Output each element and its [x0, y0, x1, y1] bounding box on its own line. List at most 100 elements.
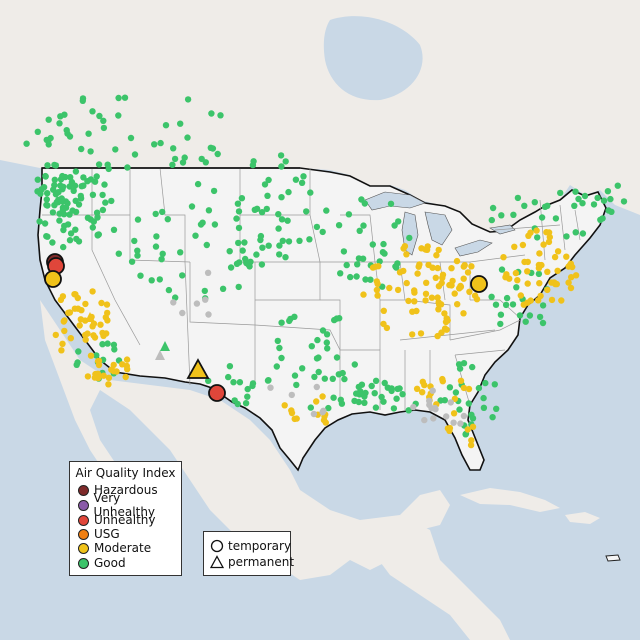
moderate-station-marker: [288, 407, 295, 414]
good-station-marker: [64, 221, 72, 228]
good-station-marker: [535, 270, 543, 278]
good-station-marker: [579, 200, 586, 207]
good-station-marker: [241, 239, 248, 246]
good-station-marker: [258, 209, 266, 216]
good-station-marker: [356, 391, 363, 398]
legend-item-good: Good: [78, 556, 126, 570]
good-station-marker: [78, 145, 85, 153]
moderate-station-marker: [419, 378, 426, 385]
moderate-station-marker: [460, 384, 468, 392]
good-station-marker: [131, 237, 138, 245]
good-station-marker: [590, 201, 598, 208]
moderate-station-marker: [554, 267, 561, 274]
good-station-marker: [214, 150, 221, 158]
moderate-station-marker: [533, 227, 540, 234]
moderate-station-marker: [453, 257, 461, 265]
good-station-marker: [279, 237, 286, 244]
good-station-marker: [575, 195, 582, 203]
good-station-marker: [278, 163, 285, 170]
good-station-marker: [600, 197, 608, 204]
good-station-marker: [292, 176, 300, 183]
good-station-marker: [307, 189, 314, 196]
no-data-station-marker: [202, 296, 209, 303]
moderate-station-marker: [543, 229, 550, 236]
good-station-marker: [264, 377, 272, 384]
good-station-marker: [605, 207, 612, 214]
moderate-station-marker: [71, 305, 79, 312]
permanent-moderate-marker: [186, 358, 210, 379]
good-station-marker: [460, 360, 468, 367]
good-station-marker: [311, 373, 318, 381]
good-station-marker: [158, 256, 165, 263]
moderate-station-marker: [535, 261, 543, 269]
good-station-marker: [72, 226, 79, 233]
moderate-station-marker: [434, 264, 441, 272]
good-station-marker: [581, 192, 589, 200]
good-station-marker: [380, 240, 387, 248]
good-station-marker: [284, 217, 291, 224]
good-station-marker: [52, 162, 60, 169]
good-station-marker: [285, 188, 292, 196]
moderate-station-marker: [466, 288, 473, 295]
good-station-marker: [274, 337, 281, 345]
good-station-marker: [235, 239, 242, 247]
good-station-marker: [79, 95, 87, 102]
moderate-station-marker: [565, 263, 572, 270]
moderate-station-marker: [517, 292, 524, 299]
no-data-station-marker: [450, 419, 457, 426]
good-station-marker: [345, 211, 353, 218]
good-station-marker: [75, 201, 83, 208]
moderate-station-marker: [435, 283, 443, 290]
good-station-marker: [171, 155, 179, 163]
moderate-station-marker: [411, 298, 418, 305]
good-station-marker: [360, 222, 367, 229]
no-data-station-marker: [429, 387, 436, 394]
good-station-marker: [446, 384, 454, 391]
good-station-marker: [296, 237, 303, 244]
good-station-marker: [57, 176, 65, 183]
moderate-station-marker: [372, 263, 379, 270]
good-station-marker: [367, 276, 374, 283]
good-station-marker: [131, 151, 139, 158]
no-data-station-marker: [443, 413, 450, 420]
good-station-marker: [225, 373, 232, 381]
good-station-marker: [239, 247, 246, 254]
no-data-station-marker: [460, 412, 468, 420]
moderate-station-marker: [545, 238, 553, 246]
good-station-marker: [273, 363, 280, 370]
good-station-marker: [340, 248, 348, 255]
no-data-station-marker: [421, 416, 428, 424]
moderate-station-marker: [417, 330, 425, 337]
legend-swatch-hazardous: [78, 484, 89, 496]
good-station-marker: [198, 155, 205, 163]
good-station-marker: [406, 234, 413, 242]
good-station-marker: [264, 192, 271, 199]
good-station-marker: [105, 165, 112, 173]
moderate-station-marker: [449, 277, 456, 285]
good-station-marker: [199, 219, 206, 226]
good-station-marker: [276, 344, 283, 352]
good-station-marker: [330, 394, 337, 401]
good-station-marker: [177, 120, 184, 127]
good-station-marker: [56, 120, 63, 127]
good-station-marker: [111, 346, 118, 353]
good-station-marker: [372, 377, 380, 384]
good-station-marker: [620, 198, 628, 205]
moderate-station-marker: [537, 292, 544, 300]
moderate-station-marker: [553, 280, 560, 288]
moderate-station-marker: [524, 258, 531, 266]
good-station-marker: [60, 226, 67, 234]
good-station-marker: [491, 381, 498, 388]
good-station-marker: [514, 194, 522, 202]
good-station-marker: [544, 202, 551, 209]
good-station-marker: [323, 207, 330, 214]
good-station-marker: [531, 199, 538, 206]
moderate-station-marker: [403, 279, 410, 287]
no-data-station-marker: [179, 309, 186, 317]
permanent-no-data-marker: [155, 350, 165, 360]
no-data-station-marker: [319, 409, 326, 416]
moderate-station-marker: [441, 310, 448, 317]
good-station-marker: [61, 111, 68, 118]
good-station-marker: [599, 215, 606, 222]
good-station-marker: [399, 391, 406, 398]
